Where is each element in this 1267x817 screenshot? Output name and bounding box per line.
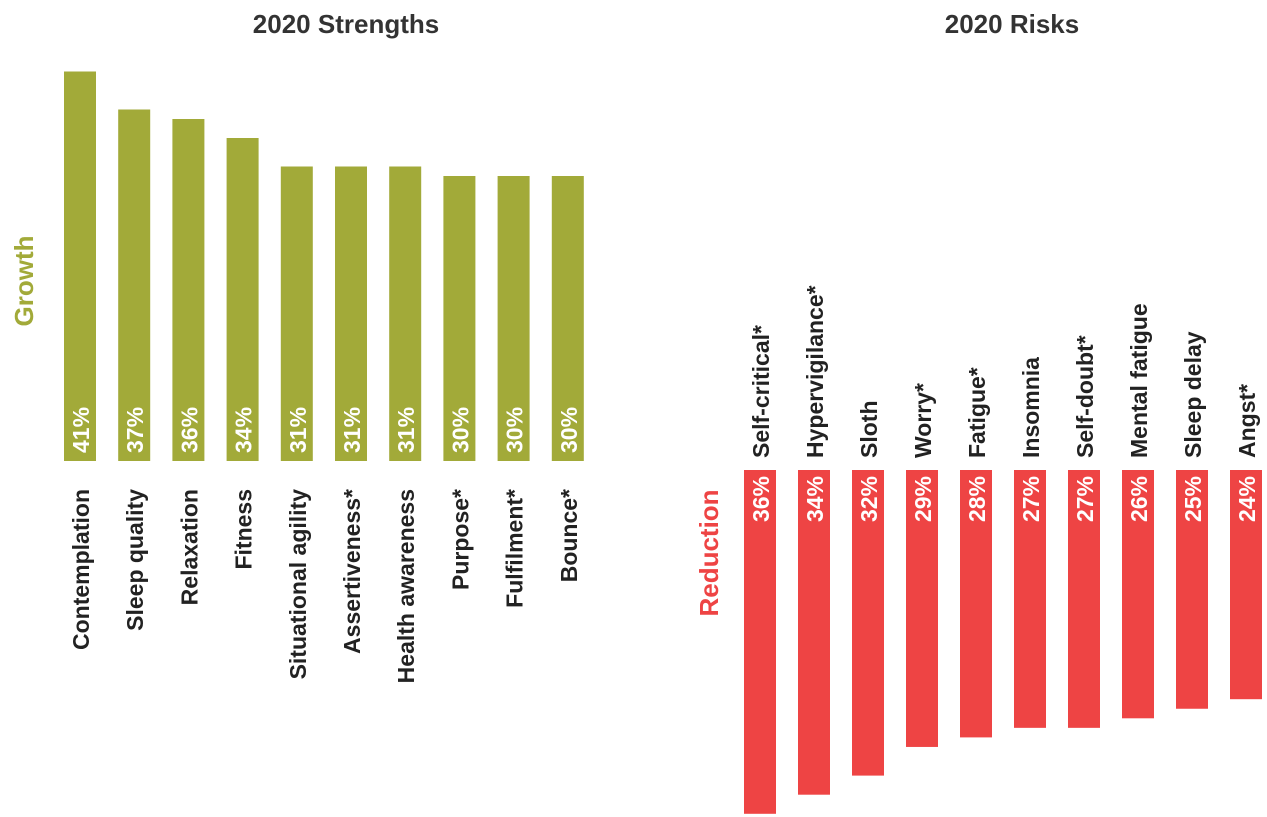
bar-sleep-delay (1176, 470, 1208, 709)
value-label-health-awareness: 31% (393, 407, 419, 453)
bar-self-doubt (1068, 470, 1100, 728)
bar-angst (1230, 470, 1262, 700)
bar-fatigue (960, 470, 992, 738)
bar-bounce (551, 176, 584, 461)
category-label-situational-agility: Situational agility (285, 489, 311, 680)
bar-insomnia (1014, 470, 1046, 728)
strengths-bars: 41% Contemplation 37% Sleep quality 36% Relax… (64, 71, 584, 683)
category-label-bounce: Bounce* (556, 489, 582, 582)
value-label-fatigue: 28% (964, 476, 990, 522)
bar-situational-agility (280, 166, 313, 461)
bar-hypervigilance (798, 470, 830, 795)
value-label-insomnia: 27% (1018, 476, 1044, 522)
bar-sloth (852, 470, 884, 776)
bar-mental-fatigue (1122, 470, 1154, 719)
value-label-sleep-quality: 37% (122, 407, 148, 453)
value-label-fitness: 34% (231, 407, 257, 453)
bar-relaxation (172, 119, 205, 461)
category-label-health-awareness: Health awareness (393, 489, 419, 683)
category-label-mental-fatigue: Mental fatigue (1126, 303, 1152, 458)
value-label-hypervigilance: 34% (802, 476, 828, 522)
value-label-purpose: 30% (447, 407, 473, 453)
bar-purpose (443, 176, 476, 461)
category-label-self-doubt: Self-doubt* (1072, 335, 1098, 458)
category-label-fatigue: Fatigue* (964, 367, 990, 458)
bar-worry (906, 470, 938, 747)
category-label-insomnia: Insomnia (1018, 357, 1044, 458)
bar-fulfilment (497, 176, 530, 461)
bar-assertiveness (335, 166, 367, 461)
category-label-hypervigilance: Hypervigilance* (802, 285, 828, 458)
reduction-axis-label: Reduction (694, 489, 724, 616)
value-label-relaxation: 36% (176, 407, 202, 453)
bar-fitness (226, 138, 259, 461)
value-label-assertiveness: 31% (339, 407, 365, 453)
category-label-fulfilment: Fulfilment* (502, 489, 528, 608)
value-label-mental-fatigue: 26% (1126, 476, 1152, 522)
category-label-fitness: Fitness (231, 489, 257, 570)
category-label-sleep-quality: Sleep quality (122, 489, 148, 631)
value-label-contemplation: 41% (68, 407, 94, 453)
category-label-sleep-delay: Sleep delay (1180, 331, 1206, 458)
category-label-self-critical: Self-critical* (748, 325, 774, 458)
risks-bars: 36% Self-critical* 34% Hypervigilance* 32% Sl… (744, 285, 1262, 814)
category-label-contemplation: Contemplation (68, 489, 94, 650)
growth-axis-label: Growth (9, 236, 39, 327)
value-label-fulfilment: 30% (502, 407, 528, 453)
category-label-worry: Worry* (910, 383, 936, 458)
value-label-sloth: 32% (856, 476, 882, 522)
value-label-self-critical: 36% (748, 476, 774, 522)
value-label-bounce: 30% (556, 407, 582, 453)
bar-self-critical (744, 470, 776, 814)
category-label-assertiveness: Assertiveness* (339, 489, 365, 654)
category-label-purpose: Purpose* (447, 489, 473, 590)
value-label-angst: 24% (1234, 476, 1260, 522)
bar-sleep-quality (118, 109, 151, 461)
value-label-self-doubt: 27% (1072, 476, 1098, 522)
category-label-sloth: Sloth (856, 401, 882, 459)
strengths-chart-title: 2020 Strengths (253, 9, 439, 39)
category-label-relaxation: Relaxation (176, 489, 202, 605)
bar-contemplation (64, 71, 96, 461)
category-label-angst: Angst* (1234, 384, 1260, 458)
value-label-sleep-delay: 25% (1180, 476, 1206, 522)
value-label-worry: 29% (910, 476, 936, 522)
value-label-situational-agility: 31% (285, 407, 311, 453)
risks-chart-title: 2020 Risks (945, 9, 1079, 39)
bar-health-awareness (389, 166, 422, 461)
